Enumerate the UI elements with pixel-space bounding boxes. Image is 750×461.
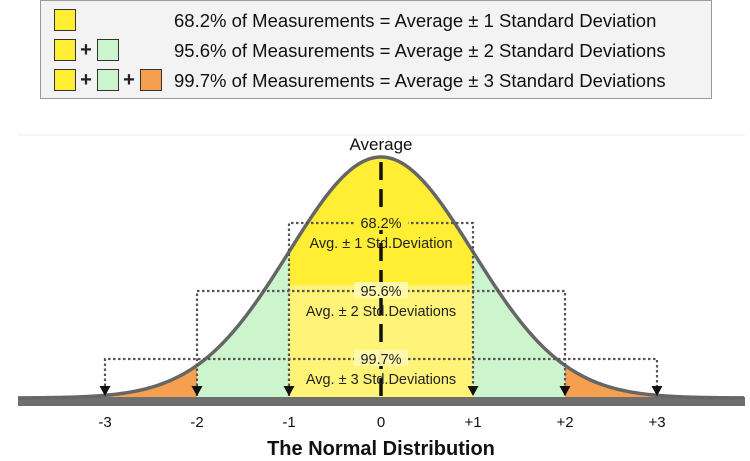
tick-label: 0: [377, 414, 385, 431]
arrowhead-minus3: [99, 386, 111, 396]
label-mask: [354, 350, 408, 366]
bell-curve: [17, 155, 745, 400]
yellow-swatch: [54, 9, 76, 31]
legend-box: 68.2% of Measurements = Average ± 1 Stan…: [40, 0, 712, 99]
arrowhead-plus1: [467, 386, 479, 396]
plus-sign: +: [80, 69, 92, 91]
region-3sd-left: [18, 157, 197, 398]
bracket-2sd: [195, 289, 567, 396]
range-percent-3sd: 99.7%: [360, 352, 401, 368]
range-percent-1sd: 68.2%: [360, 216, 401, 232]
plus-sign: +: [80, 39, 92, 61]
legend-text-2sd: 95.6% of Measurements = Average ± 2 Stan…: [174, 40, 666, 61]
green-swatch: [97, 39, 119, 61]
legend-row-2sd: + 95.6% of Measurements = Average ± 2 St…: [41, 35, 711, 65]
tick-label: +1: [464, 414, 481, 431]
average-label: Average: [349, 135, 412, 154]
label-mask: [354, 214, 408, 230]
tick-label: +2: [556, 414, 573, 431]
arrowhead-plus3: [651, 386, 663, 396]
label-mask: [354, 282, 408, 298]
baseline-bar: [18, 397, 745, 406]
range-caption-1sd: Avg. ± 1 Std.Deviation: [309, 236, 452, 252]
region-2sd-right: [473, 157, 565, 398]
green-swatch: [97, 69, 119, 91]
range-labels: 68.2% Avg. ± 1 Std.Deviation 95.6% Avg. ± 2…: [306, 214, 456, 388]
arrowhead-plus2: [559, 386, 571, 396]
arrowhead-minus1: [283, 386, 295, 396]
region-3sd-right: [565, 157, 745, 398]
plus-sign: +: [123, 69, 135, 91]
tick-label: -1: [282, 414, 295, 431]
tick-label: -3: [98, 414, 111, 431]
orange-swatch: [140, 69, 162, 91]
range-caption-2sd: Avg. ± 2 Std.Deviations: [306, 304, 456, 320]
legend-row-1sd: 68.2% of Measurements = Average ± 1 Stan…: [41, 5, 711, 35]
range-percent-2sd: 95.6%: [360, 284, 401, 300]
tick-label: +3: [648, 414, 665, 431]
legend-text-1sd: 68.2% of Measurements = Average ± 1 Stan…: [174, 10, 657, 31]
range-caption-3sd: Avg. ± 3 Std.Deviations: [306, 372, 456, 388]
yellow-swatch: [54, 39, 76, 61]
diagram-title: The Normal Distribution: [267, 438, 495, 460]
legend-text-3sd: 99.7% of Measurements = Average ± 3 Stan…: [174, 70, 666, 91]
region-2sd-left: [197, 157, 289, 398]
bracket-3sd: [103, 357, 659, 396]
tick-label: -2: [190, 414, 203, 431]
legend-row-3sd: + + 99.7% of Measurements = Average ± 3 …: [41, 65, 711, 95]
axis-ticks: -3 -2 -1 0 +1 +2 +3: [98, 414, 665, 431]
arrowhead-minus2: [191, 386, 203, 396]
yellow-swatch: [54, 69, 76, 91]
